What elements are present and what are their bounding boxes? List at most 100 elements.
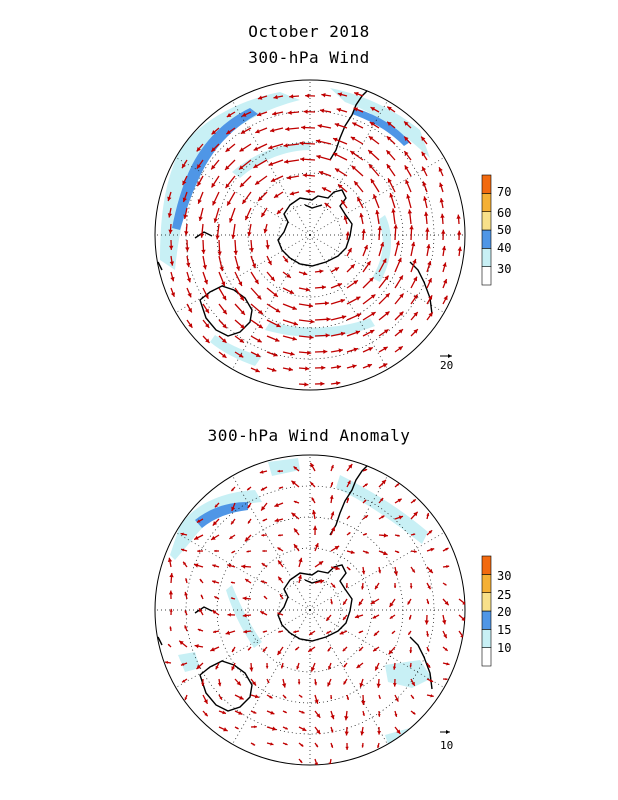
wind-arrowhead (359, 212, 364, 218)
wind-arrowhead (258, 309, 263, 315)
wind-arrowhead (413, 294, 418, 299)
wind-arrowhead (213, 218, 218, 223)
wind-arrowhead (277, 612, 281, 616)
wind-arrowhead (308, 647, 313, 652)
wind-arrowhead (426, 513, 430, 517)
wind-arrowhead (300, 743, 304, 747)
wind-arrowhead (422, 181, 427, 186)
wind-arrowhead (287, 110, 292, 115)
wind-arrowhead (227, 612, 231, 617)
wind-arrowhead (215, 665, 219, 670)
wind-arrowhead (221, 353, 227, 358)
wind-arrowhead (295, 647, 298, 651)
wind-arrowhead (278, 486, 282, 489)
wind-arrowhead (425, 227, 430, 232)
wind-arrowhead (254, 694, 259, 699)
coastlines (157, 83, 433, 337)
wind-arrowhead (354, 614, 360, 619)
wind-arrowhead (273, 352, 278, 357)
wind-arrowhead (278, 560, 282, 565)
wind-arrowhead (338, 348, 343, 353)
wind-arrowhead (389, 602, 394, 608)
wind-arrowhead (239, 182, 245, 188)
wind-arrowhead (253, 710, 257, 714)
wind-arrowhead (290, 351, 295, 356)
anomaly-shading (170, 458, 432, 744)
colorbar-tick-50: 50 (497, 223, 511, 237)
wind-arrowhead (310, 319, 315, 324)
wind-arrowhead (356, 664, 361, 669)
wind-arrowhead (361, 570, 366, 575)
wind-arrowhead (183, 561, 187, 566)
wind-arrowhead (343, 215, 348, 221)
wind-arrowhead (273, 94, 278, 100)
wind-arrowhead (398, 329, 403, 334)
wind-arrowhead (255, 180, 260, 185)
wind-arrowhead (196, 664, 201, 670)
wind-arrowhead (167, 557, 173, 563)
wind-arrowhead (187, 292, 192, 298)
wind-arrowhead (329, 495, 334, 499)
wind-arrowhead (409, 617, 412, 620)
wind-arrowhead (381, 479, 386, 485)
wind-arrowhead (211, 164, 216, 170)
wind-arrowhead (413, 329, 418, 334)
wind-arrowhead (355, 330, 360, 335)
wind-arrowhead (253, 163, 258, 168)
wind-arrowhead (274, 518, 279, 523)
wind-arrowhead (317, 123, 323, 129)
wind-arrowhead (314, 682, 318, 686)
wind-arrowhead (377, 745, 380, 748)
wind-arrowhead (343, 601, 347, 605)
wind-arrowhead (315, 744, 318, 748)
wind-vectors (167, 92, 462, 387)
wind-arrowhead (391, 208, 396, 213)
wind-arrowhead (361, 745, 364, 748)
wind-arrowhead (256, 294, 262, 300)
wind-arrowhead (392, 666, 397, 670)
wind-arrowhead (397, 257, 402, 263)
wind-arrowhead (212, 564, 216, 568)
wind-arrowhead (196, 146, 201, 152)
wind-arrowhead (284, 159, 289, 164)
wind-arrowhead (345, 231, 350, 236)
wind-arrowhead (197, 199, 202, 204)
wind-arrowhead (201, 682, 205, 686)
wind-arrowhead (262, 630, 266, 633)
wind-arrowhead (308, 303, 314, 308)
wind-arrowhead (369, 122, 375, 127)
wind-arrowhead (227, 201, 232, 206)
wind-arrowhead (292, 305, 297, 310)
wind-arrowhead (357, 197, 362, 202)
wind-arrowhead (363, 245, 368, 250)
wind-arrowhead (421, 136, 426, 142)
wind-panel-title: 300-hPa Wind (248, 48, 370, 67)
wind-arrowhead (202, 264, 208, 270)
wind-arrowhead (270, 276, 275, 281)
wind-arrowhead (336, 364, 342, 370)
wind-arrowhead (441, 245, 447, 251)
wind-arrowhead (337, 92, 343, 97)
colorbar-tick-60: 60 (497, 206, 511, 220)
wind-arrowhead (248, 648, 251, 651)
wind-arrowhead (424, 620, 429, 625)
colorbar-swatch (481, 266, 492, 286)
wind-arrowhead (221, 281, 226, 286)
wind-arrowhead (275, 308, 281, 313)
wind-arrowhead (413, 550, 417, 553)
wind-speed-shading (160, 88, 430, 366)
wind-arrowhead (239, 338, 244, 343)
wind-arrowhead (217, 251, 222, 256)
wind-arrowhead (404, 165, 409, 170)
wind-arrowhead (368, 164, 374, 169)
wind-arrowhead (271, 367, 277, 372)
wind-arrowhead (382, 258, 387, 264)
wind-arrowhead (352, 364, 357, 369)
wind-arrowhead (369, 329, 375, 334)
wind-arrowhead (197, 549, 200, 553)
wind-arrowhead (229, 535, 233, 539)
wind-arrowhead (211, 535, 216, 540)
wind-arrowhead (370, 294, 376, 299)
wind-arrowhead (169, 261, 175, 266)
